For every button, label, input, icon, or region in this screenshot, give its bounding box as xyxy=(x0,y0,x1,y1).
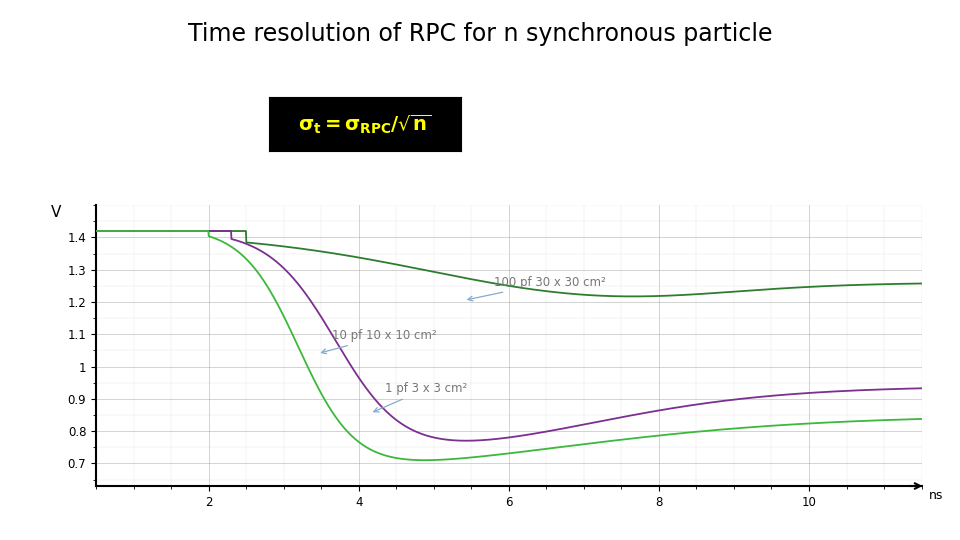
Text: Time resolution of RPC for n synchronous particle: Time resolution of RPC for n synchronous… xyxy=(188,22,772,45)
Text: 10 pf 10 x 10 cm²: 10 pf 10 x 10 cm² xyxy=(322,329,437,354)
Text: $\mathbf{\sigma_t = \sigma_{RPC}/\sqrt{n}}$: $\mathbf{\sigma_t = \sigma_{RPC}/\sqrt{n… xyxy=(299,112,431,136)
Y-axis label: V: V xyxy=(51,205,61,220)
Text: ns: ns xyxy=(929,489,944,502)
Text: 100 pf 30 x 30 cm²: 100 pf 30 x 30 cm² xyxy=(468,276,606,301)
Text: 1 pf 3 x 3 cm²: 1 pf 3 x 3 cm² xyxy=(373,382,468,412)
